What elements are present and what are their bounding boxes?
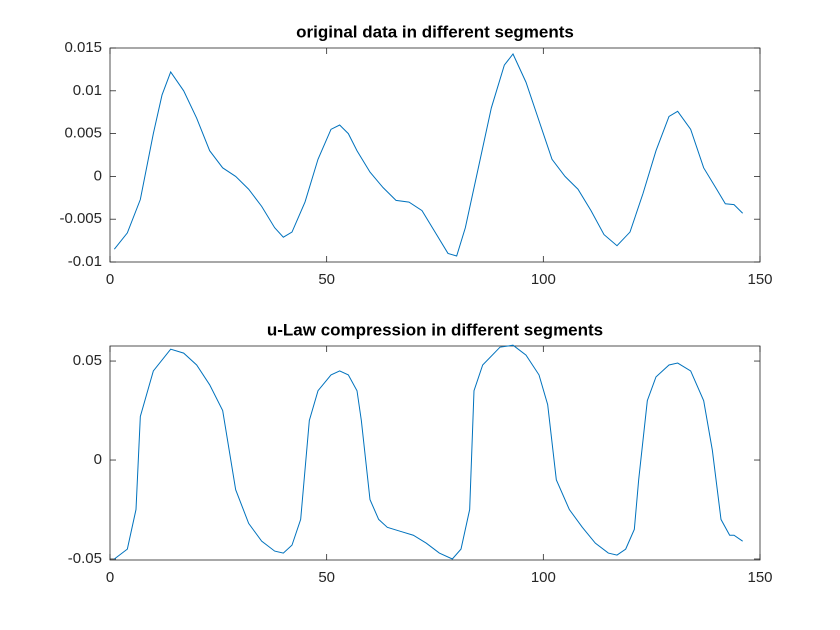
y-tick-label: -0.01 <box>68 253 102 270</box>
chart-title: u-Law compression in different segments <box>267 320 603 339</box>
x-tick-label: 0 <box>106 271 114 288</box>
axes-box <box>109 345 761 561</box>
y-tick-label: 0 <box>94 167 102 184</box>
y-tick-label: 0.015 <box>64 39 102 56</box>
data-line <box>114 344 743 560</box>
x-tick-label: 0 <box>106 569 114 586</box>
x-tick-label: 150 <box>747 271 772 288</box>
x-tick-label: 100 <box>531 271 556 288</box>
chart-title: original data in different segments <box>296 22 574 41</box>
y-tick-label: 0.01 <box>73 82 102 99</box>
y-tick-label: 0.005 <box>64 125 102 142</box>
x-tick-label: 150 <box>747 569 772 586</box>
y-tick-label: -0.005 <box>59 210 102 227</box>
y-tick-label: -0.05 <box>68 550 102 567</box>
x-tick-label: 50 <box>318 569 335 586</box>
x-tick-label: 100 <box>531 569 556 586</box>
x-tick-label: 50 <box>318 271 335 288</box>
data-line <box>113 53 744 257</box>
y-tick-label: 0.05 <box>73 352 102 369</box>
y-tick-label: 0 <box>94 451 102 468</box>
axes-box <box>109 47 761 263</box>
